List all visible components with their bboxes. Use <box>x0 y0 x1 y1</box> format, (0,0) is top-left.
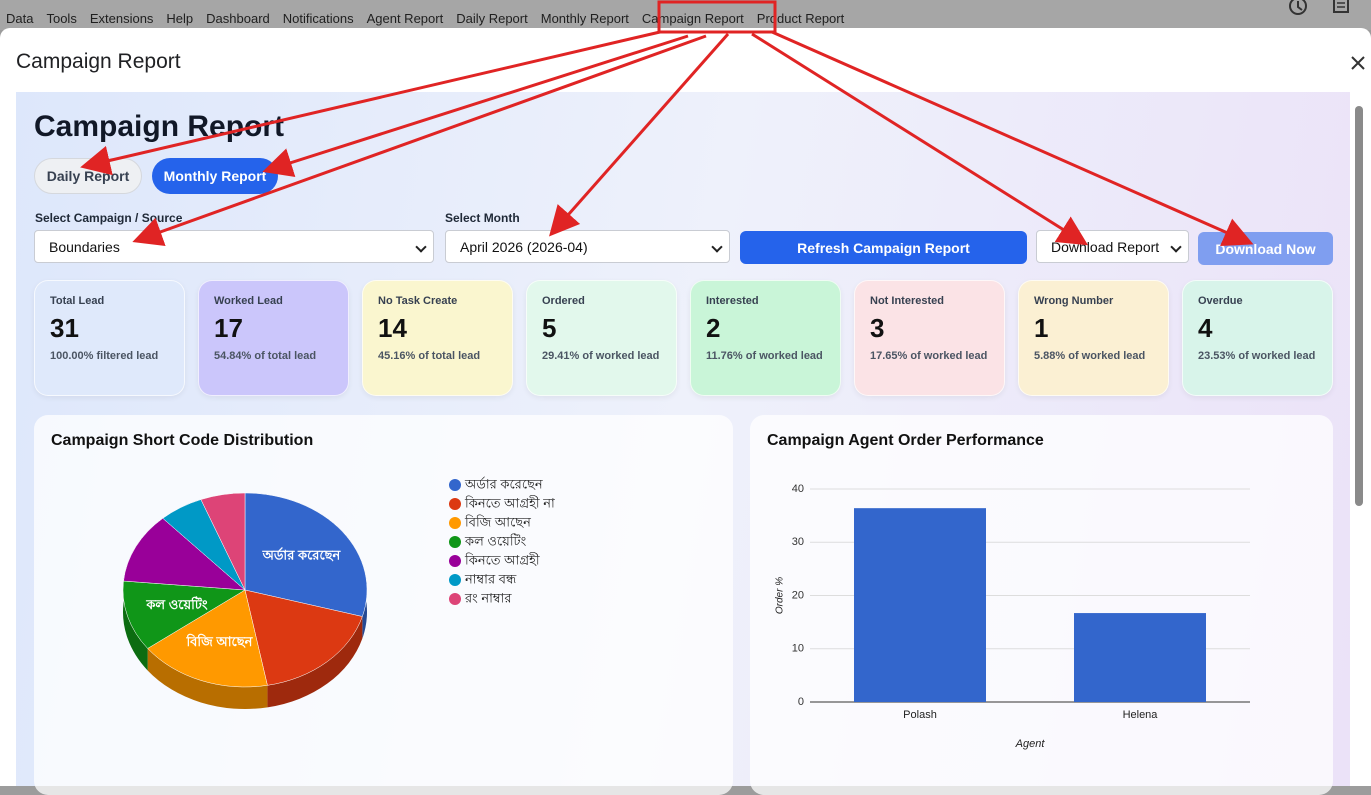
stat-card: Worked Lead 17 54.84% of total lead <box>198 280 349 396</box>
card-label: Ordered <box>542 295 585 307</box>
legend-label: বিজি আছেন <box>464 514 531 529</box>
menu-item[interactable]: Help <box>166 11 194 26</box>
slice-label: অর্ডার করেছেন <box>262 547 342 563</box>
legend-label: কিনতে আগ্রহী <box>464 552 540 567</box>
chart-title: Campaign Agent Order Performance <box>767 432 1044 449</box>
menu-item[interactable]: Product Report <box>756 11 845 26</box>
bar <box>854 508 986 702</box>
card-note: 45.16% of total lead <box>378 350 481 362</box>
card-value: 2 <box>706 313 721 343</box>
y-tick-label: 40 <box>792 483 804 495</box>
y-tick-label: 30 <box>792 536 804 548</box>
pie-side <box>123 581 148 671</box>
card-note: 5.88% of worked lead <box>1034 350 1146 362</box>
pie-slice <box>244 492 368 617</box>
x-axis-title: Agent <box>1015 738 1046 750</box>
legend-swatch <box>449 574 461 586</box>
bar-panel <box>750 415 1333 795</box>
pie-side <box>267 616 363 708</box>
slice-label: কল ওয়েটিং <box>145 596 208 612</box>
card-label: Overdue <box>1198 295 1243 307</box>
card-value: 14 <box>378 313 407 343</box>
stat-card: Wrong Number 1 5.88% of worked lead <box>1018 280 1169 396</box>
card-note: 23.53% of worked lead <box>1198 350 1316 362</box>
card-value: 3 <box>870 313 885 343</box>
legend-swatch <box>449 498 461 510</box>
legend-swatch <box>449 536 461 548</box>
legend-label: নাম্বার বন্ধ <box>464 571 517 586</box>
legend-label: কল ওয়েটিং <box>464 533 527 548</box>
pie-slice <box>147 589 268 688</box>
card-value: 17 <box>214 313 243 343</box>
stat-card: Overdue 4 23.53% of worked lead <box>1182 280 1333 396</box>
menu-item[interactable]: Daily Report <box>456 11 528 26</box>
card-label: Worked Lead <box>214 295 283 307</box>
card-label: Total Lead <box>50 295 105 307</box>
pie-slice <box>244 589 363 686</box>
menu-item[interactable]: Data <box>6 11 34 26</box>
menu-item[interactable]: Extensions <box>89 11 154 26</box>
stat-card: Ordered 5 29.41% of worked lead <box>526 280 677 396</box>
stat-card: Interested 2 11.76% of worked lead <box>690 280 841 396</box>
card-note: 17.65% of worked lead <box>870 350 988 362</box>
card-label: Not Interested <box>870 295 944 307</box>
card-label: No Task Create <box>378 295 458 307</box>
y-axis-title: Order % <box>775 577 786 614</box>
card-note: 54.84% of total lead <box>214 350 317 362</box>
stat-card: Total Lead 31 100.00% filtered lead <box>34 280 185 396</box>
close-button[interactable] <box>1350 55 1366 71</box>
x-tick-label: Polash <box>903 709 937 721</box>
scrollbar[interactable] <box>1354 94 1364 518</box>
card-label: Interested <box>706 295 759 307</box>
card-value: 4 <box>1198 313 1213 343</box>
x-tick-label: Helena <box>1123 709 1159 721</box>
card-note: 100.00% filtered lead <box>50 350 159 362</box>
card-value: 31 <box>50 313 79 343</box>
legend-swatch <box>449 517 461 529</box>
legend-label: অর্ডার করেছেন <box>464 476 543 491</box>
stat-card: Not Interested 3 17.65% of worked lead <box>854 280 1005 396</box>
legend-swatch <box>449 555 461 567</box>
bar <box>1074 613 1206 702</box>
y-tick-label: 0 <box>798 696 804 708</box>
menu-item[interactable]: Monthly Report <box>540 11 629 26</box>
card-value: 5 <box>542 313 557 343</box>
pie-slice <box>200 492 246 591</box>
stat-card: No Task Create 14 45.16% of total lead <box>362 280 513 396</box>
pie-side <box>147 648 268 709</box>
menu-item[interactable]: Notifications <box>282 11 354 26</box>
legend-label: রং নাম্বার <box>464 590 512 605</box>
card-value: 1 <box>1034 313 1049 343</box>
toolbar-icons <box>1289 0 1349 15</box>
legend-swatch <box>449 479 461 491</box>
card-note: 29.41% of worked lead <box>542 350 660 362</box>
menu-item[interactable]: Tools <box>46 11 77 26</box>
card-label: Wrong Number <box>1034 295 1114 307</box>
y-tick-label: 10 <box>792 643 804 655</box>
pie-slice <box>122 580 246 649</box>
card-note: 11.76% of worked lead <box>706 350 823 362</box>
menu-item[interactable]: Agent Report <box>366 11 444 26</box>
y-tick-label: 20 <box>792 589 804 601</box>
legend-swatch <box>449 593 461 605</box>
chart-title: Campaign Short Code Distribution <box>51 432 313 449</box>
pie-slice <box>123 517 246 591</box>
slice-label: বিজি আছেন <box>185 633 253 649</box>
legend-label: কিনতে আগ্রহী না <box>464 495 555 510</box>
menu-item[interactable]: Dashboard <box>206 11 270 26</box>
